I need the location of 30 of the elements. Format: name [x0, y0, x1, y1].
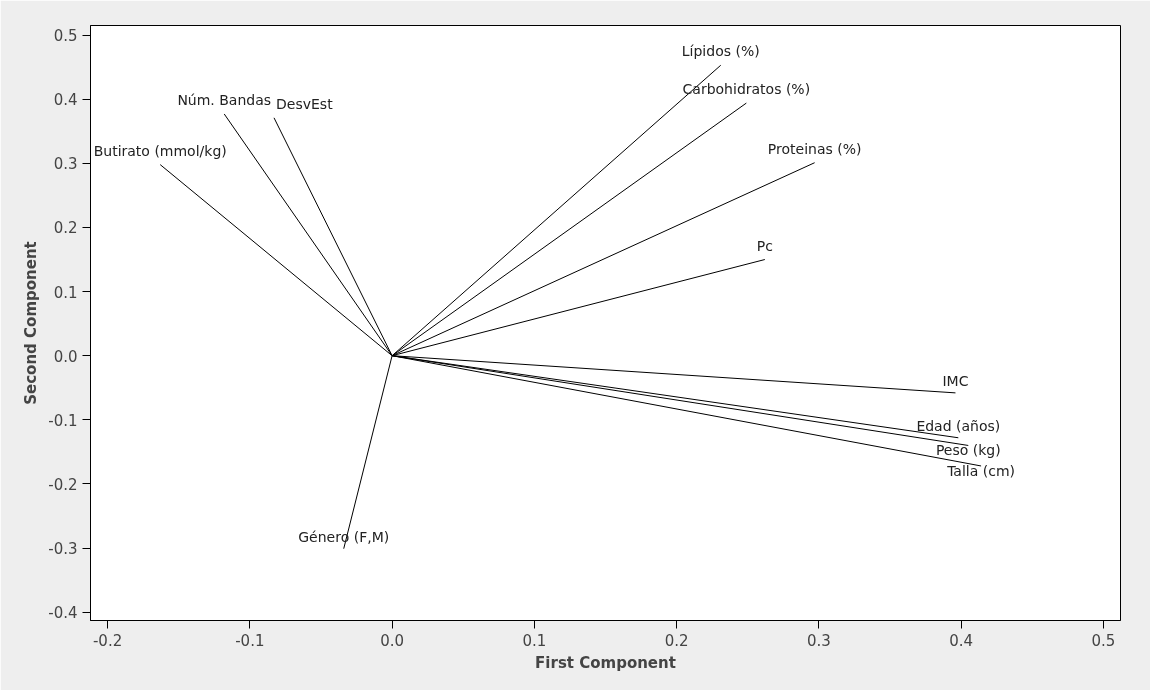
- series-label: Peso (kg): [935, 442, 1001, 459]
- x-tick-label: 0.0: [380, 631, 405, 650]
- y-tick-label: 0.2: [53, 219, 78, 238]
- x-tick-label: -0.1: [235, 631, 265, 650]
- y-tick-label: 0.5: [53, 27, 78, 46]
- y-tick-label: -0.4: [48, 604, 78, 623]
- y-tick-label: 0.3: [53, 155, 78, 174]
- x-axis-title: First Component: [535, 653, 676, 672]
- series-label: Lípidos (%): [681, 43, 760, 60]
- y-tick-label: 0.4: [53, 91, 78, 110]
- series-label: Núm. Bandas: [177, 91, 272, 108]
- y-tick-label: 0.0: [53, 347, 78, 366]
- series-label: Proteinas (%): [767, 140, 862, 157]
- y-tick-label: -0.2: [48, 475, 78, 494]
- series-label: Butirato (mmol/kg): [93, 142, 227, 159]
- series-label: IMC: [942, 372, 969, 389]
- x-tick-label: 0.3: [806, 631, 831, 650]
- x-tick-label: 0.5: [1091, 631, 1116, 650]
- x-tick-label: 0.4: [949, 631, 974, 650]
- series-label: DesvEst: [276, 95, 334, 112]
- x-tick-label: 0.1: [522, 631, 547, 650]
- y-axis-title: Second Component: [22, 241, 41, 405]
- x-tick-label: 0.2: [664, 631, 689, 650]
- series-label: Pc: [756, 237, 773, 254]
- series-label: Edad (años): [916, 417, 1001, 434]
- series-label: Talla (cm): [946, 462, 1016, 479]
- y-tick-label: -0.1: [48, 411, 78, 430]
- x-tick-label: -0.2: [92, 631, 123, 650]
- y-tick-label: -0.3: [48, 540, 78, 559]
- y-tick-label: 0.1: [53, 283, 78, 302]
